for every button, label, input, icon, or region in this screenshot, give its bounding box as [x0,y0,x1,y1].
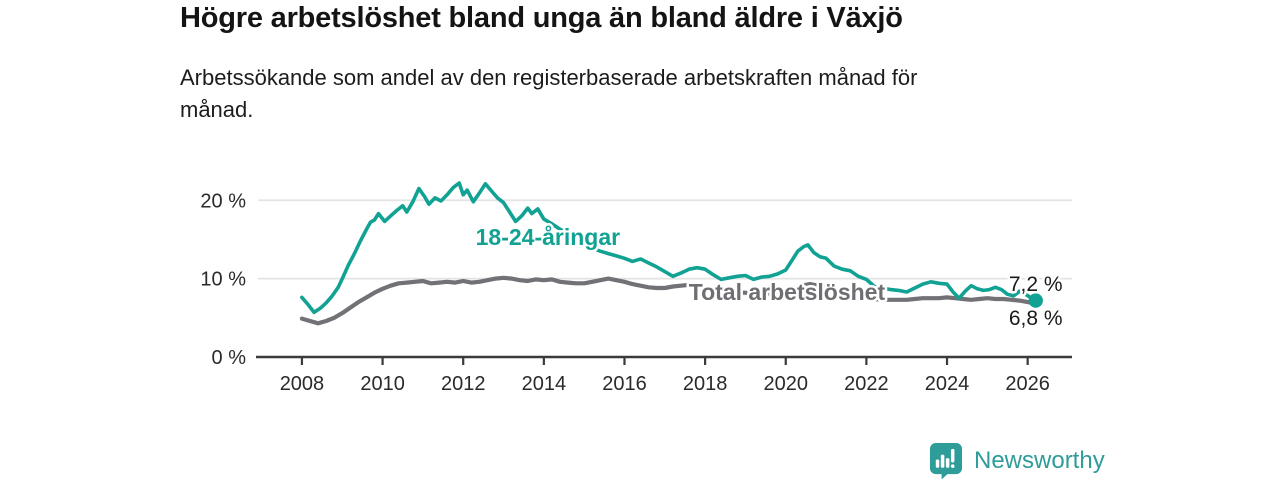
chart-title: Högre arbetslöshet bland unga än bland ä… [180,2,903,34]
newsworthy-logo-icon [929,443,963,479]
total-series-line [299,275,1038,326]
x-tick-label: 2018 [683,373,728,395]
youth-series-line [300,181,1038,315]
y-tick-label: 20 % [200,190,246,212]
x-tick-label: 2016 [602,373,647,395]
y-tick-label: 10 % [200,269,246,291]
y-tick-label: 0 % [212,347,247,369]
chart-annotation: Total arbetslöshet [689,279,886,305]
x-tick-label: 2022 [844,373,889,395]
x-tick-label: 2020 [763,373,808,395]
x-tick-label: 2024 [925,373,970,395]
x-tick-label: 2014 [522,373,567,395]
series-end-dot [1028,293,1043,308]
x-tick-label: 2008 [280,373,325,395]
x-tick-label: 2026 [1005,373,1050,395]
chart-annotation: 18-24-åringar [476,224,621,250]
x-tick-label: 2012 [441,373,486,395]
newsworthy-logo-text: Newsworthy [974,446,1105,474]
chart-subtitle: Arbetssökande som andel av den registerb… [180,65,918,122]
x-tick-label: 2010 [360,373,405,395]
chart-annotation: 7,2 % [1009,273,1063,296]
chart-annotation: 6,8 % [1009,307,1063,330]
newsworthy-logo[interactable]: Newsworthy [928,442,1105,479]
